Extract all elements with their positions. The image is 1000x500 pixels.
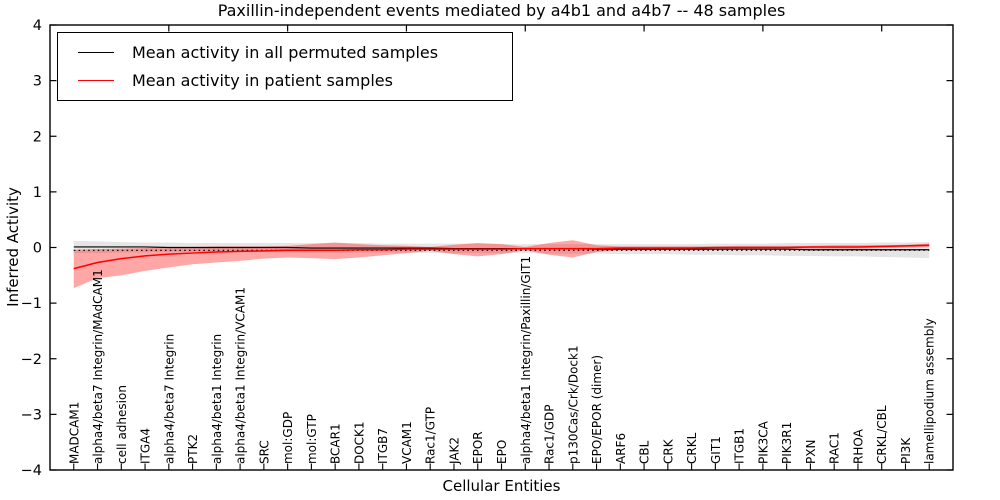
category-label: CRKL/CBL	[875, 405, 889, 464]
y-tick-label: −3	[21, 407, 42, 423]
category-label: alpha4/beta1 Integrin/VCAM1	[234, 287, 248, 464]
y-tick-label: −2	[21, 352, 42, 368]
category-label: GIT1	[709, 436, 723, 464]
category-label: VCAM1	[400, 421, 414, 464]
category-label: mol:GTP	[305, 414, 319, 464]
category-label: alpha4/beta7 Integrin/MAdCAM1	[91, 269, 105, 464]
category-label: EPOR	[471, 431, 485, 464]
category-label: EPO/EPOR (dimer)	[590, 355, 604, 464]
category-label: Rac1/GTP	[424, 407, 438, 464]
mean-activity-in-patient-samples-line	[73, 244, 930, 270]
category-label: JAK2	[447, 437, 461, 465]
y-tick-label: 4	[33, 18, 42, 34]
category-label: DOCK1	[352, 421, 366, 464]
mean-lines	[73, 244, 930, 270]
category-label: BCAR1	[329, 423, 343, 464]
category-label: cell adhesion	[115, 385, 129, 464]
y-tick-label: 0	[33, 241, 42, 257]
category-label: CRKL	[685, 432, 699, 464]
y-tick-label: 2	[33, 129, 42, 145]
patient-samples-std-band	[73, 240, 930, 289]
category-label: mol:GDP	[281, 412, 295, 464]
y-tick-label: −1	[21, 296, 42, 312]
category-label: CRK	[661, 438, 675, 464]
category-label: alpha4/beta1 Integrin	[210, 334, 224, 464]
x-axis-label: Cellular Entities	[442, 477, 561, 495]
patient-line-sample-icon	[78, 80, 114, 82]
category-label: EPO	[495, 440, 509, 464]
category-label: CBL	[638, 440, 652, 464]
category-label: ARF6	[614, 433, 628, 464]
category-label: PIK3CA	[756, 420, 770, 464]
legend-label-patient: Mean activity in patient samples	[132, 71, 393, 91]
category-label: alpha4/beta1 Integrin/Paxillin/GIT1	[519, 256, 533, 464]
permuted-line-sample-icon	[78, 51, 114, 53]
y-tick-label: 1	[33, 185, 42, 201]
category-label: Rac1/GDP	[543, 405, 557, 464]
legend-item-permuted: Mean activity in all permuted samples	[78, 43, 512, 62]
category-labels: MADCAM1 alpha4/beta7 Integrin/MAdCAM1 cell…	[67, 256, 936, 465]
category-label: PI3K	[899, 437, 913, 464]
category-label: ITGB1	[733, 428, 747, 464]
category-label: SRC	[257, 440, 271, 464]
category-label: PXN	[804, 440, 818, 464]
x-axis-bottom-ticks	[73, 463, 930, 470]
x-axis-top-ticks	[168, 25, 883, 32]
category-label: RHOA	[851, 428, 865, 464]
category-label: lamellipodium assembly	[923, 318, 937, 464]
category-label: p130Cas/Crk/Dock1	[566, 345, 580, 464]
chart-title: Paxillin-independent events mediated by …	[217, 1, 786, 20]
y-tick-label: −4	[21, 463, 42, 479]
legend-item-patient: Mean activity in patient samples	[78, 71, 512, 90]
y-axis-ticks: −4 −3 −2 −1 0 1 2 3 4	[21, 18, 953, 479]
category-label: alpha4/beta7 Integrin	[162, 334, 176, 464]
legend-label-permuted: Mean activity in all permuted samples	[132, 42, 439, 62]
category-label: RAC1	[828, 432, 842, 464]
legend: Mean activity in all permuted samples Me…	[57, 32, 513, 101]
category-label: PTK2	[186, 434, 200, 464]
category-label: ITGB7	[376, 428, 390, 464]
y-tick-label: 3	[33, 74, 42, 90]
category-label: PIK3R1	[780, 422, 794, 464]
category-label: ITGA4	[139, 428, 153, 464]
category-label: MADCAM1	[67, 402, 81, 464]
